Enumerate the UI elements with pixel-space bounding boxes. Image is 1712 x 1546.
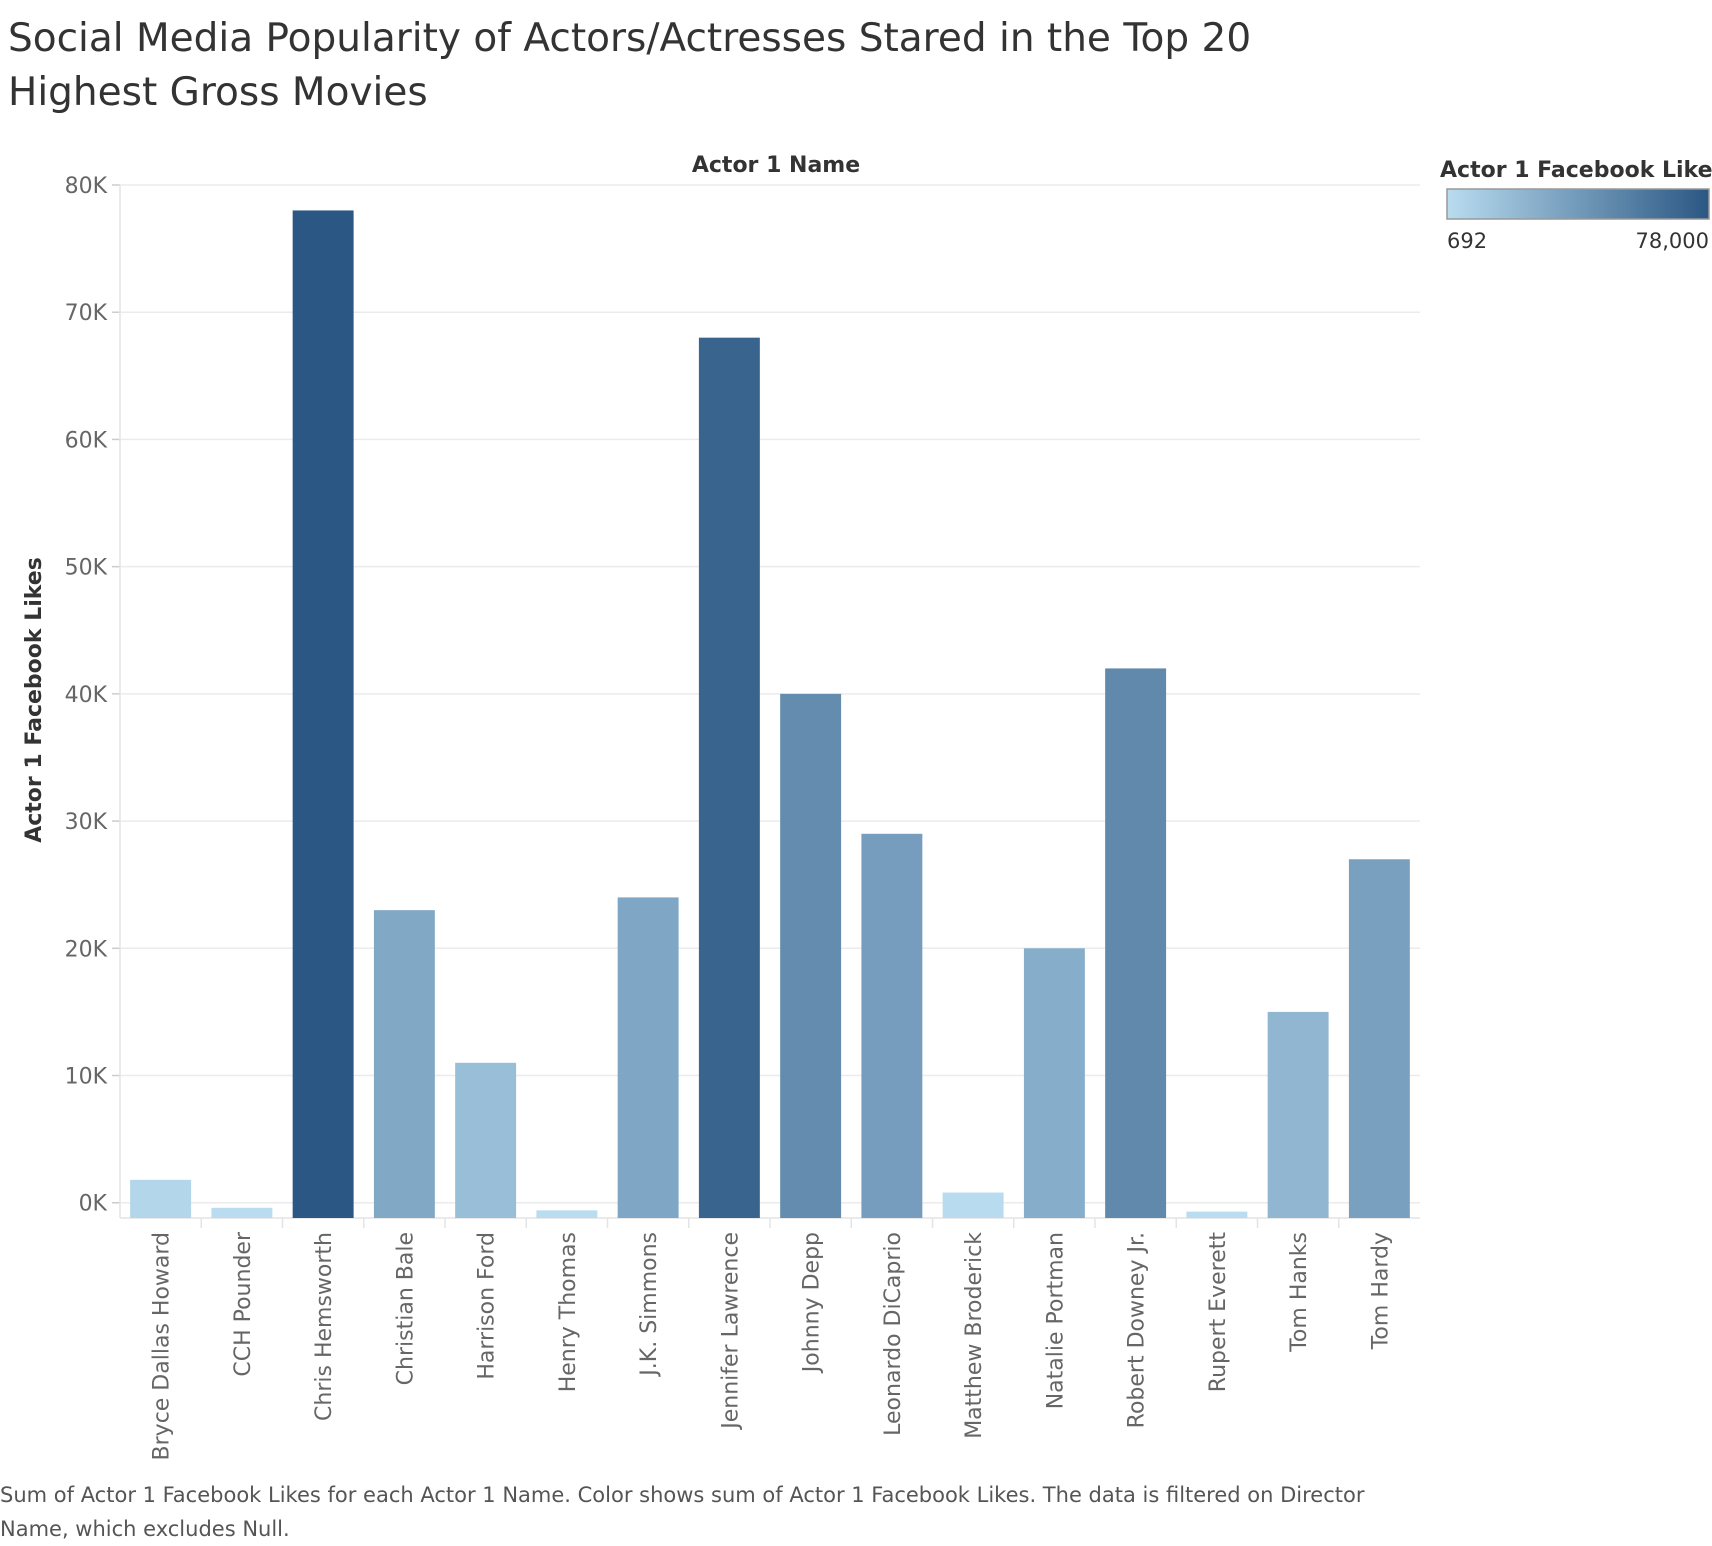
bar (1267, 1011, 1329, 1218)
x-tick-label: CCH Pounder (231, 1231, 256, 1377)
y-tick-label: 70K (65, 301, 108, 326)
legend-title: Actor 1 Facebook Likes (1440, 158, 1712, 183)
chart-caption: Sum of Actor 1 Facebook Likes for each A… (0, 1483, 1365, 1541)
y-axis-title: Actor 1 Facebook Likes (22, 557, 47, 843)
bars (130, 210, 1410, 1218)
x-tick-label: Robert Downey Jr. (1125, 1232, 1150, 1428)
x-tick-label: Henry Thomas (556, 1232, 581, 1392)
y-tick-label: 50K (65, 556, 108, 581)
y-tick-label: 10K (65, 1065, 108, 1090)
bar (373, 910, 435, 1218)
legend-max-label: 78,000 (1636, 229, 1709, 253)
legend-min-label: 692 (1447, 229, 1487, 253)
bar (780, 693, 842, 1218)
bar (1348, 859, 1410, 1218)
x-tick-label: Tom Hanks (1287, 1232, 1312, 1353)
y-tick-label: 40K (65, 683, 108, 708)
x-tick-label: Christian Bale (393, 1232, 418, 1385)
legend-color-ramp (1446, 188, 1710, 220)
x-tick-label: Chris Hemsworth (312, 1232, 337, 1421)
bar (130, 1179, 192, 1218)
x-axis-tick-labels: Bryce Dallas Howard CCH Pounder Chris Hems… (150, 1218, 1393, 1460)
bar-chart: 0K 10K 20K 30K 40K 50K 60K 70K 80K Bryce Dallas … (22, 153, 1712, 1460)
bar (211, 1207, 273, 1218)
x-tick-label: Matthew Broderick (962, 1232, 987, 1439)
y-axis-tick-labels: 0K 10K 20K 30K 40K 50K 60K 70K 80K (65, 174, 108, 1217)
bar (1186, 1211, 1248, 1218)
bar (1105, 668, 1167, 1218)
x-tick-label: J.K. Simmons (637, 1232, 662, 1378)
bar (292, 210, 354, 1218)
x-tick-label: Jennifer Lawrence (718, 1232, 743, 1431)
bar (942, 1192, 1004, 1218)
x-tick-label: Bryce Dallas Howard (150, 1232, 175, 1460)
color-legend: Actor 1 Facebook Likes 692 78,000 (1440, 158, 1712, 253)
y-tick-label: 60K (65, 428, 108, 453)
x-tick-label: Harrison Ford (475, 1232, 500, 1380)
bar (861, 833, 923, 1218)
x-tick-label: Natalie Portman (1043, 1232, 1068, 1409)
x-tick-label: Tom Hardy (1368, 1232, 1393, 1350)
y-tick-label: 30K (65, 810, 108, 835)
y-tick-label: 0K (79, 1192, 108, 1217)
bar (698, 337, 760, 1218)
bar (617, 897, 679, 1218)
chart-title: Social Media Popularity of Actors/Actres… (8, 16, 1252, 115)
x-axis-title: Actor 1 Name (692, 153, 860, 178)
bar (1023, 948, 1085, 1218)
x-tick-label: Johnny Depp (800, 1232, 825, 1374)
x-tick-label: Rupert Everett (1206, 1232, 1231, 1393)
bar (536, 1210, 598, 1218)
y-tick-label: 80K (65, 174, 108, 199)
x-tick-label: Leonardo DiCaprio (881, 1232, 906, 1436)
y-tick-label: 20K (65, 937, 108, 962)
bar (455, 1062, 517, 1218)
